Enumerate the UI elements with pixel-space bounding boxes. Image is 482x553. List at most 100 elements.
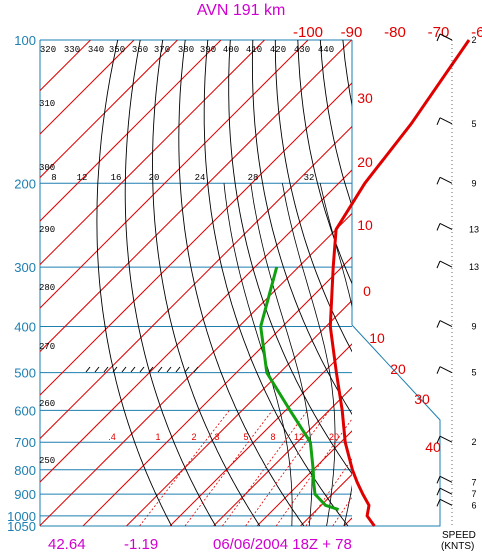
isotherm--110 [40,40,265,266]
theta-label: 390 [200,45,216,55]
wind-speed-label: 9 [471,178,476,188]
theta-label: 340 [88,45,104,55]
wind-barb-feather [436,33,441,42]
theta-left-label: 270 [39,342,55,352]
dry-adiabat-270 [152,40,261,526]
mixing-ratio-line [275,418,352,526]
level-hatch [166,366,172,373]
mixing-ratio-label: 3 [214,432,219,442]
wind-barb-feather [436,476,441,484]
level-hatch [184,366,190,373]
isotherm--40 [82,256,352,526]
wind-barb [439,475,453,483]
level-hatch [121,366,127,373]
dry-adiabat-290 [203,40,349,526]
pressure-label-500: 500 [14,366,36,381]
footer-mid-value: -1.19 [124,536,158,553]
wind-speed-label: 13 [469,262,479,272]
mixing-ratio-label: 8 [270,432,275,442]
pressure-label-400: 400 [14,320,36,335]
dry-adiabat-340 [319,40,352,208]
top-tick-label: -70 [428,24,450,41]
moist-adiabat-32 [396,183,476,526]
pressure-label-600: 600 [14,403,36,418]
top-tick-label: -60 [471,24,482,41]
theta-label: 420 [270,45,286,55]
dry-adiabat-410 [478,40,482,526]
theta-label: 440 [318,45,334,55]
level-hatch [112,366,118,373]
isotherm-0 [256,430,352,526]
theta-e-label: 28 [248,173,259,183]
wind-barb-feather [436,487,441,496]
sounding-profiles [259,39,471,527]
isotherm--60 [40,169,352,483]
theta-e-label: 12 [77,173,88,183]
diagram-labels: 320 330 340 350 360 370 380 390 400 410 420 430 4403… [39,45,339,466]
wind-barb [439,33,453,41]
footer-left-value: 42.64 [48,536,86,553]
right-temp-label: 30 [357,90,373,106]
wind-speed-label: 5 [471,119,476,129]
pressure-label-700: 700 [14,435,36,450]
dry-adiabat-400 [455,40,482,526]
speed-label: SPEED [442,530,476,541]
dewpoint-profile [259,266,340,512]
level-hatch [94,366,100,373]
top-tick-label: -90 [341,24,363,41]
wind-barb [439,320,453,327]
mixing-ratio-label: 1 [155,432,160,442]
isotherm--140 [40,40,135,135]
footer: 42.64 -1.19 06/06/2004 18Z + 78 SPEED (K… [48,530,476,553]
mixing-ratio-label: 12 [294,432,304,442]
moist-adiabat-24 [361,183,393,526]
moist-adiabat-8 [223,183,293,526]
wind-barb-feather [436,223,441,231]
theta-left-label: 310 [39,99,55,109]
pressure-label-200: 200 [14,176,36,191]
isotherm--20 [169,343,352,526]
right-border-lower [40,324,441,527]
dry-adiabat-260 [124,40,217,526]
wind-barb-feather [436,435,441,444]
pressure-label-1000: 1000 [7,509,36,524]
level-hatch [130,366,136,373]
pressure-label-300: 300 [14,260,36,275]
right-temp-label: 10 [357,217,373,233]
mixing-ratio-line [245,410,330,526]
mixing-ratio-line [184,410,273,526]
right-temp-label: 30 [414,391,430,407]
level-hatch [157,366,163,373]
pressure-label-100: 100 [14,33,36,48]
theta-label: 400 [223,45,239,55]
mixing-ratio-line [368,410,444,526]
isotherm--100 [40,40,309,309]
theta-label: 350 [109,45,125,55]
level-hatch [139,366,145,373]
dry-adiabat-380 [410,40,482,526]
wind-speed-label: 7 [471,489,476,499]
wind-barb [439,487,453,495]
isotherm--90 [40,40,352,353]
theta-left-label: 290 [39,225,55,235]
right-temp-label: 0 [363,283,371,299]
top-tick-label: -100 [293,24,323,41]
mixing-ratio-line [222,410,308,526]
isotherm--80 [40,82,352,396]
right-temp-label: 20 [390,361,406,377]
theta-label: 380 [178,45,194,55]
wind-speed-label: 13 [469,224,479,234]
moist-adiabat-20 [319,183,352,526]
footer-datetime: 06/06/2004 18Z + 78 [213,536,352,553]
theta-label: 370 [154,45,170,55]
theta-e-label: 32 [304,173,315,183]
right-temp-label: 10 [369,330,385,346]
theta-left-label: 300 [39,163,55,173]
isotherm--50 [40,212,352,526]
dry-adiabat-310 [251,40,352,415]
top-temperature-ticks: -100-90-80-70-60-50-40 [293,24,482,41]
theta-label: 330 [64,45,80,55]
pressure-label-900: 900 [14,487,36,502]
